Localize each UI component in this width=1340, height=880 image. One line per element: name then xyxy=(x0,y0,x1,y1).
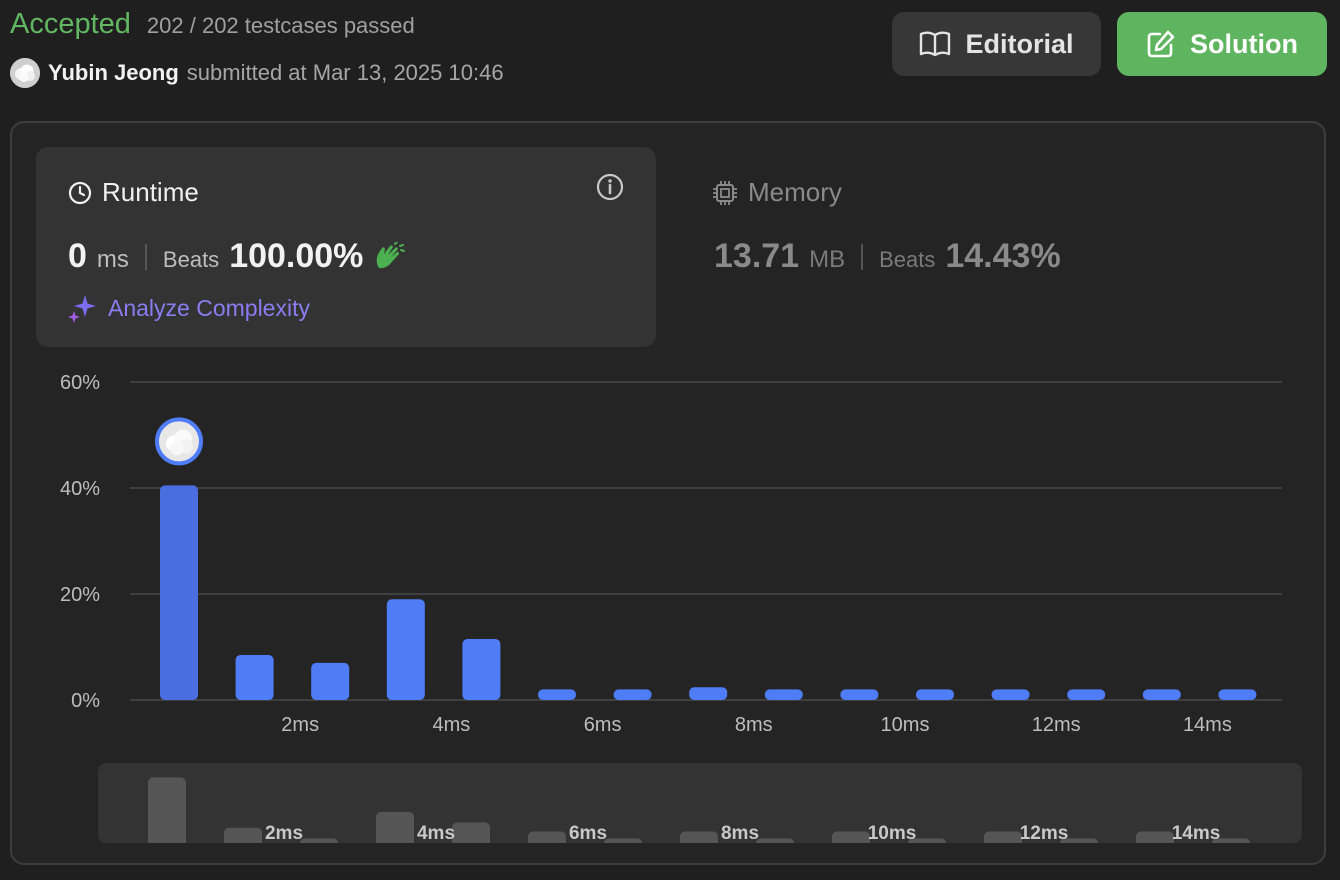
chart-bar[interactable] xyxy=(1067,689,1106,700)
mini-chart-bar xyxy=(1212,838,1250,843)
runtime-distribution-chart[interactable]: 60% 40% 20% 0% 2ms 4ms 6ms 8ms 10ms 12ms 14ms xyxy=(12,363,1322,743)
y-tick-label: 0% xyxy=(71,690,100,712)
memory-title-label: Memory xyxy=(748,177,842,207)
status-line: Accepted 202 / 202 testcases passed xyxy=(10,8,415,41)
chart-bar[interactable] xyxy=(235,654,274,700)
x-tick-label: 2ms xyxy=(281,714,319,736)
memory-title: Memory xyxy=(712,177,842,208)
mini-x-tick-label: 10ms xyxy=(868,823,917,843)
solution-label: Solution xyxy=(1190,28,1298,59)
y-tick-label: 60% xyxy=(60,372,100,394)
mini-chart-bar xyxy=(376,811,414,843)
sparkle-icon xyxy=(68,295,96,323)
chart-bar[interactable] xyxy=(1142,689,1181,700)
result-panel: Runtime 0 ms Beats 100.00% A xyxy=(10,121,1326,865)
x-tick-label: 10ms xyxy=(881,714,930,736)
divider xyxy=(861,243,864,270)
mini-chart-bar xyxy=(224,827,262,843)
mini-chart-bar xyxy=(528,831,566,843)
chart-bar[interactable] xyxy=(916,689,954,700)
runtime-stats: 0 ms Beats 100.00% xyxy=(68,237,406,276)
runtime-title: Runtime xyxy=(68,177,199,208)
clock-icon xyxy=(68,181,92,204)
mini-x-tick-label: 8ms xyxy=(721,823,759,843)
chart-bar[interactable] xyxy=(462,639,501,700)
mini-chart-bar xyxy=(1060,838,1098,843)
chart-range-navigator[interactable]: 2ms 4ms 6ms 8ms 10ms 12ms 14ms xyxy=(98,763,1302,843)
editorial-label: Editorial xyxy=(965,28,1074,59)
memory-stats: 13.71 MB Beats 14.43% xyxy=(714,237,1061,276)
divider xyxy=(144,243,147,270)
username[interactable]: Yubin Jeong xyxy=(48,60,179,85)
x-tick-label: 6ms xyxy=(584,714,622,736)
mini-chart-bar xyxy=(604,838,642,843)
chart-bar[interactable] xyxy=(1218,689,1257,700)
testcases-passed: 202 / 202 testcases passed xyxy=(146,13,415,38)
runtime-beats-value: 100.00% xyxy=(229,237,364,275)
mini-chart-bar xyxy=(680,831,718,843)
mini-chart-bar xyxy=(148,777,186,843)
memory-value: 13.71 xyxy=(714,237,800,275)
info-icon[interactable] xyxy=(596,173,624,206)
clapping-hands-icon xyxy=(377,241,406,268)
info-circle-icon xyxy=(596,173,624,201)
mini-chart-bar xyxy=(1136,831,1174,843)
mini-distribution-chart[interactable]: 2ms 4ms 6ms 8ms 10ms 12ms 14ms xyxy=(98,763,1302,843)
memory-beats-value: 14.43% xyxy=(945,237,1061,275)
x-tick-label: 12ms xyxy=(1032,714,1081,736)
analyze-complexity-label: Analyze Complexity xyxy=(108,294,310,321)
mini-x-tick-label: 2ms xyxy=(265,823,303,843)
chart-bar[interactable] xyxy=(991,689,1030,700)
x-tick-label: 4ms xyxy=(433,714,471,736)
mini-x-tick-label: 14ms xyxy=(1172,823,1221,843)
mini-x-tick-label: 4ms xyxy=(417,823,455,843)
runtime-title-label: Runtime xyxy=(102,177,199,207)
memory-beats-label: Beats xyxy=(879,247,936,272)
memory-card[interactable]: Memory 13.71 MB Beats 14.43% xyxy=(712,147,1292,347)
edit-icon xyxy=(1147,30,1175,58)
runtime-value: 0 xyxy=(68,237,87,275)
submission-header: Accepted 202 / 202 testcases passed Yubi… xyxy=(0,0,1340,110)
status-accepted: Accepted xyxy=(10,8,131,40)
chart-bar[interactable] xyxy=(840,689,879,700)
chart-bar[interactable] xyxy=(160,485,198,700)
runtime-card[interactable]: Runtime 0 ms Beats 100.00% A xyxy=(36,147,656,347)
x-tick-label: 14ms xyxy=(1183,714,1232,736)
x-tick-label: 8ms xyxy=(735,714,773,736)
chart-bar[interactable] xyxy=(311,662,350,700)
book-icon xyxy=(920,31,951,57)
chart-bar[interactable] xyxy=(689,687,728,700)
y-tick-label: 40% xyxy=(60,478,100,500)
memory-unit: MB xyxy=(809,246,846,273)
avatar[interactable] xyxy=(10,58,40,88)
mini-chart-bar xyxy=(300,838,338,843)
chart-bar[interactable] xyxy=(764,689,803,700)
mini-chart-bar xyxy=(756,838,794,843)
runtime-unit: ms xyxy=(96,246,129,273)
mini-chart-bar xyxy=(908,838,946,843)
mini-chart-bar xyxy=(452,822,490,843)
solution-button[interactable]: Solution xyxy=(1117,12,1327,76)
chip-icon xyxy=(713,180,737,205)
cloud-puff xyxy=(170,441,184,456)
mini-chart-bar xyxy=(832,831,870,843)
mini-x-tick-label: 6ms xyxy=(569,823,607,843)
submitted-at: submitted at Mar 13, 2025 10:46 xyxy=(186,60,504,85)
editorial-button[interactable]: Editorial xyxy=(892,12,1101,76)
mini-x-tick-label: 12ms xyxy=(1020,823,1069,843)
runtime-beats-label: Beats xyxy=(162,247,220,272)
chart-bar[interactable] xyxy=(386,599,425,700)
chart-bar[interactable] xyxy=(538,689,576,700)
mini-chart-bar xyxy=(984,831,1022,843)
chart-bar[interactable] xyxy=(613,689,652,700)
analyze-complexity-link[interactable]: Analyze Complexity xyxy=(68,293,310,323)
cloud-avatar-icon xyxy=(10,58,40,88)
submitter-line: Yubin Jeong submitted at Mar 13, 2025 10… xyxy=(10,58,504,88)
y-tick-label: 20% xyxy=(60,584,100,606)
